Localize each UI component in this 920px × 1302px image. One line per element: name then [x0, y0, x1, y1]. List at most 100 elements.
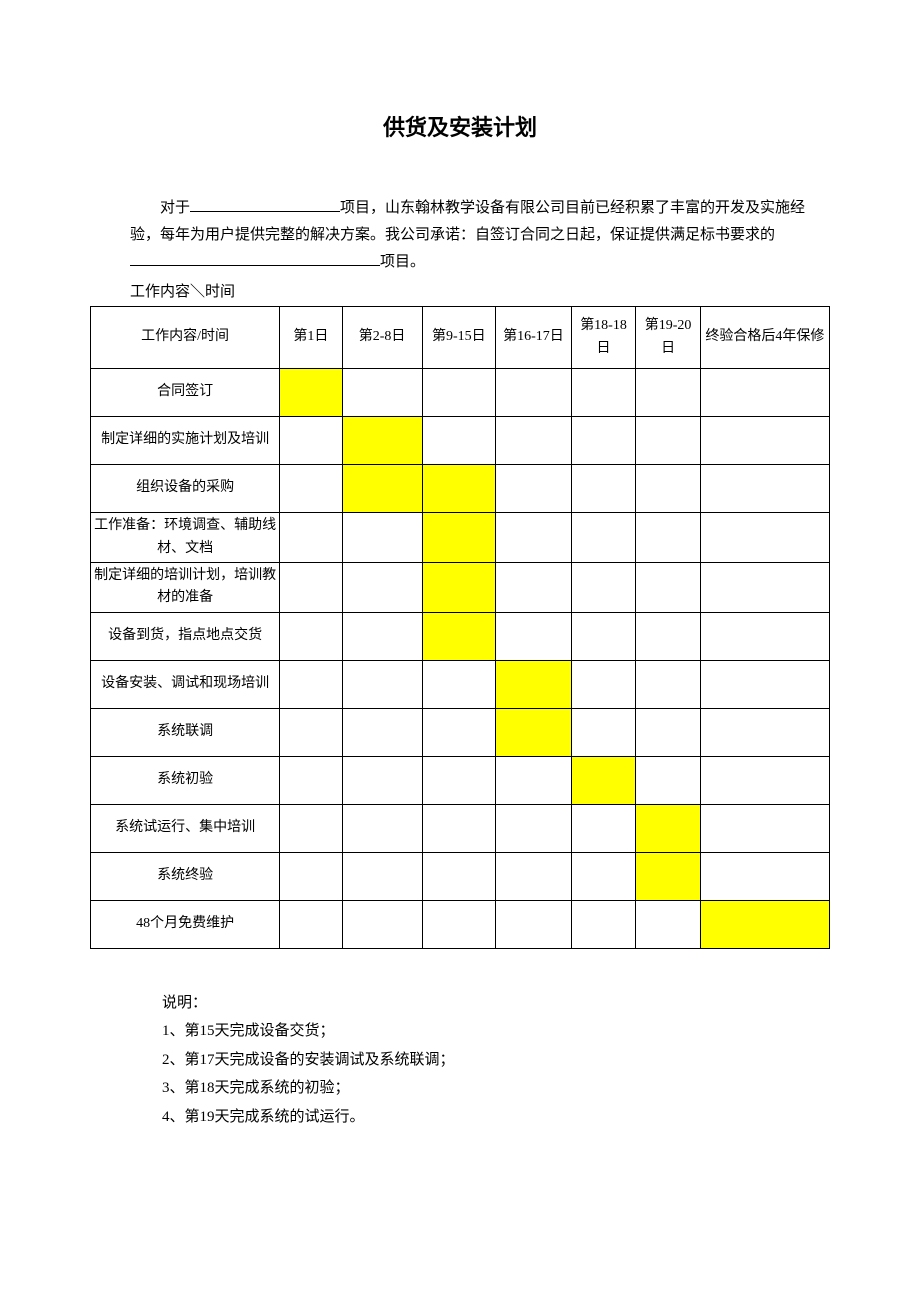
table-header-row: 工作内容/时间 第1日 第2-8日 第9-15日 第16-17日 第18-18日… [91, 307, 830, 369]
time-cell [496, 852, 572, 900]
task-cell: 系统初验 [91, 756, 280, 804]
table-row: 合同签订 [91, 369, 830, 417]
time-cell [422, 708, 495, 756]
notes-section: 说明： 1、第15天完成设备交货； 2、第17天完成设备的安装调试及系统联调； … [90, 989, 830, 1132]
col-header-5: 第18-18日 [571, 307, 636, 369]
time-cell [636, 612, 701, 660]
note-item: 2、第17天完成设备的安装调试及系统联调； [162, 1046, 830, 1075]
task-cell: 48个月免费维护 [91, 900, 280, 948]
time-cell [280, 804, 342, 852]
col-header-6: 第19-20日 [636, 307, 701, 369]
time-cell [280, 852, 342, 900]
task-cell: 制定详细的培训计划，培训教材的准备 [91, 562, 280, 612]
table-row: 48个月免费维护 [91, 900, 830, 948]
time-cell [342, 417, 422, 465]
time-cell [700, 804, 829, 852]
note-item: 1、第15天完成设备交货； [162, 1017, 830, 1046]
time-cell [700, 852, 829, 900]
intro-paragraph: 对于项目，山东翰林教学设备有限公司目前已经积累了丰富的开发及实施经验，每年为用户… [90, 195, 830, 276]
time-cell [422, 513, 495, 563]
time-cell [700, 708, 829, 756]
time-cell [700, 612, 829, 660]
sub-label: 工作内容＼时间 [90, 280, 830, 304]
time-cell [280, 612, 342, 660]
time-cell [700, 369, 829, 417]
table-row: 系统联调 [91, 708, 830, 756]
time-cell [496, 612, 572, 660]
time-cell [342, 900, 422, 948]
table-row: 系统初验 [91, 756, 830, 804]
time-cell [342, 513, 422, 563]
time-cell [280, 513, 342, 563]
time-cell [342, 852, 422, 900]
time-cell [571, 804, 636, 852]
time-cell [700, 513, 829, 563]
time-cell [636, 900, 701, 948]
notes-title: 说明： [162, 989, 830, 1018]
time-cell [280, 708, 342, 756]
time-cell [280, 660, 342, 708]
table-body: 合同签订制定详细的实施计划及培训组织设备的采购工作准备：环境调查、辅助线材、文档… [91, 369, 830, 949]
time-cell [700, 465, 829, 513]
time-cell [496, 369, 572, 417]
time-cell [496, 708, 572, 756]
time-cell [571, 465, 636, 513]
time-cell [636, 852, 701, 900]
time-cell [280, 465, 342, 513]
time-cell [700, 756, 829, 804]
time-cell [422, 562, 495, 612]
time-cell [571, 660, 636, 708]
time-cell [422, 417, 495, 465]
col-header-1: 第1日 [280, 307, 342, 369]
time-cell [280, 417, 342, 465]
time-cell [571, 900, 636, 948]
time-cell [636, 417, 701, 465]
table-row: 工作准备：环境调查、辅助线材、文档 [91, 513, 830, 563]
time-cell [342, 369, 422, 417]
table-row: 系统试运行、集中培训 [91, 804, 830, 852]
time-cell [496, 900, 572, 948]
blank-field-2 [130, 251, 380, 266]
time-cell [342, 804, 422, 852]
time-cell [422, 900, 495, 948]
page-title: 供货及安装计划 [90, 110, 830, 145]
task-cell: 系统联调 [91, 708, 280, 756]
time-cell [422, 756, 495, 804]
time-cell [700, 660, 829, 708]
time-cell [636, 562, 701, 612]
time-cell [636, 756, 701, 804]
col-header-7: 终验合格后4年保修 [700, 307, 829, 369]
col-header-3: 第9-15日 [422, 307, 495, 369]
time-cell [280, 756, 342, 804]
task-cell: 组织设备的采购 [91, 465, 280, 513]
task-cell: 系统终验 [91, 852, 280, 900]
time-cell [422, 852, 495, 900]
table-row: 组织设备的采购 [91, 465, 830, 513]
time-cell [496, 756, 572, 804]
time-cell [700, 900, 829, 948]
intro-text-1: 对于 [160, 200, 190, 216]
time-cell [422, 804, 495, 852]
time-cell [422, 465, 495, 513]
time-cell [571, 417, 636, 465]
task-cell: 合同签订 [91, 369, 280, 417]
time-cell [571, 562, 636, 612]
time-cell [496, 513, 572, 563]
table-row: 制定详细的实施计划及培训 [91, 417, 830, 465]
schedule-table: 工作内容/时间 第1日 第2-8日 第9-15日 第16-17日 第18-18日… [90, 306, 830, 949]
time-cell [342, 708, 422, 756]
task-cell: 工作准备：环境调查、辅助线材、文档 [91, 513, 280, 563]
time-cell [571, 756, 636, 804]
time-cell [636, 513, 701, 563]
time-cell [342, 465, 422, 513]
time-cell [571, 369, 636, 417]
time-cell [342, 562, 422, 612]
time-cell [571, 708, 636, 756]
time-cell [571, 852, 636, 900]
time-cell [496, 804, 572, 852]
time-cell [280, 562, 342, 612]
table-row: 制定详细的培训计划，培训教材的准备 [91, 562, 830, 612]
table-row: 设备安装、调试和现场培训 [91, 660, 830, 708]
task-cell: 设备安装、调试和现场培训 [91, 660, 280, 708]
time-cell [571, 513, 636, 563]
